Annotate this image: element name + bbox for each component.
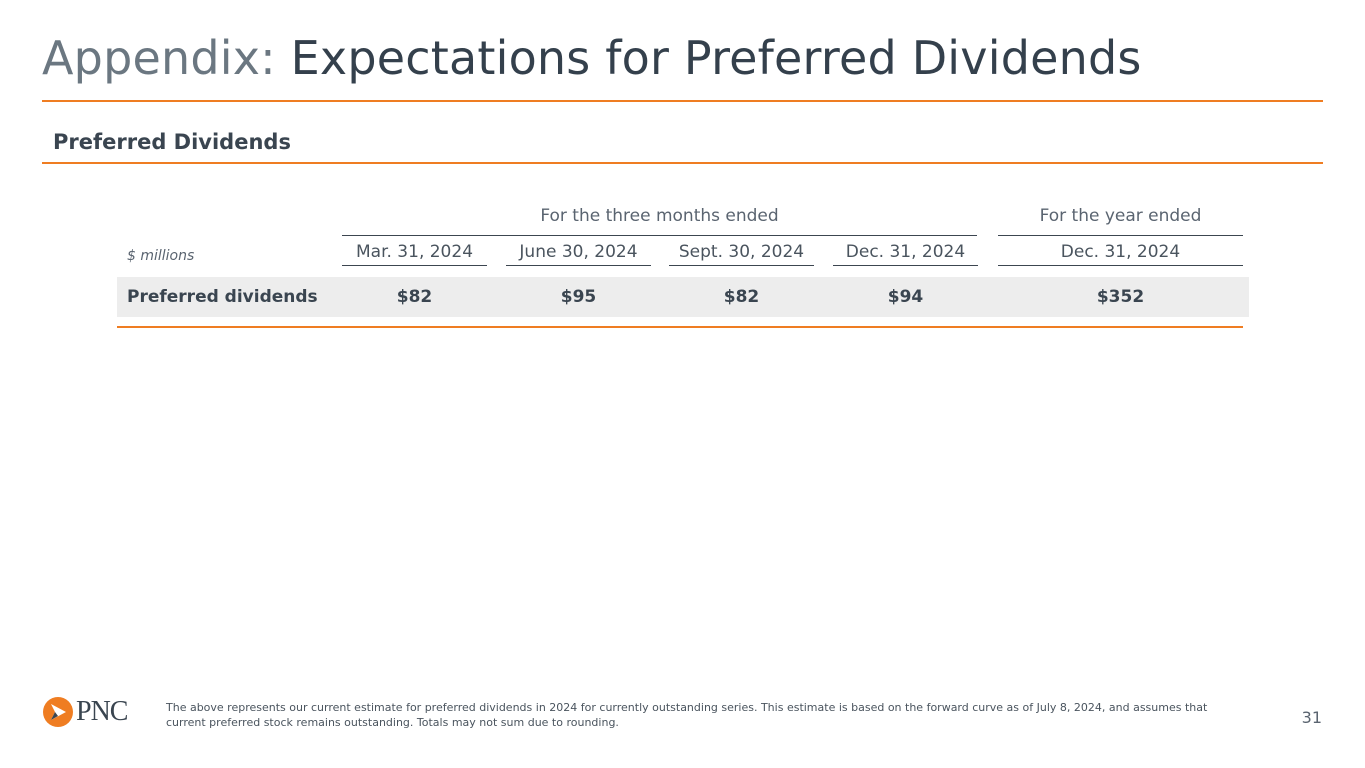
title-main: Expectations for Preferred Dividends	[290, 31, 1142, 85]
cell-q4: $94	[887, 287, 924, 307]
section-title: Preferred Dividends	[53, 130, 291, 154]
table-row	[117, 277, 1249, 317]
units-label: $ millions	[127, 248, 195, 264]
section-divider	[42, 162, 1323, 164]
row-label: Preferred dividends	[127, 287, 318, 307]
page-title: Appendix: Expectations for Preferred Div…	[42, 26, 1142, 90]
cell-fy: $352	[1096, 287, 1145, 307]
table-bottom-rule	[117, 326, 1243, 328]
pnc-logo: PNC	[42, 695, 152, 729]
column-header-q1: Mar. 31, 2024	[355, 242, 474, 262]
cell-q3: $82	[723, 287, 760, 307]
column-header-q2: June 30, 2024	[519, 242, 638, 262]
logo-text: PNC	[76, 696, 128, 727]
title-divider	[42, 100, 1323, 102]
column-underline-q2	[506, 265, 651, 266]
column-underline-q3	[669, 265, 814, 266]
pnc-logo-icon	[43, 697, 73, 727]
column-underline-fy	[998, 265, 1243, 266]
page-number: 31	[1301, 708, 1322, 727]
column-header-fy: Dec. 31, 2024	[1060, 242, 1181, 262]
cell-q1: $82	[396, 287, 433, 307]
cell-q2: $95	[560, 287, 597, 307]
column-underline-q4	[833, 265, 978, 266]
column-header-q4: Dec. 31, 2024	[845, 242, 966, 262]
column-header-q3: Sept. 30, 2024	[678, 242, 805, 262]
column-underline-q1	[342, 265, 487, 266]
group-underline-annual	[998, 235, 1243, 236]
footnote: The above represents our current estimat…	[166, 701, 1208, 729]
group-underline-quarterly	[342, 235, 977, 236]
group-header-annual: For the year ended	[1039, 206, 1202, 226]
title-prefix: Appendix:	[42, 31, 276, 85]
group-header-quarterly: For the three months ended	[540, 206, 779, 226]
